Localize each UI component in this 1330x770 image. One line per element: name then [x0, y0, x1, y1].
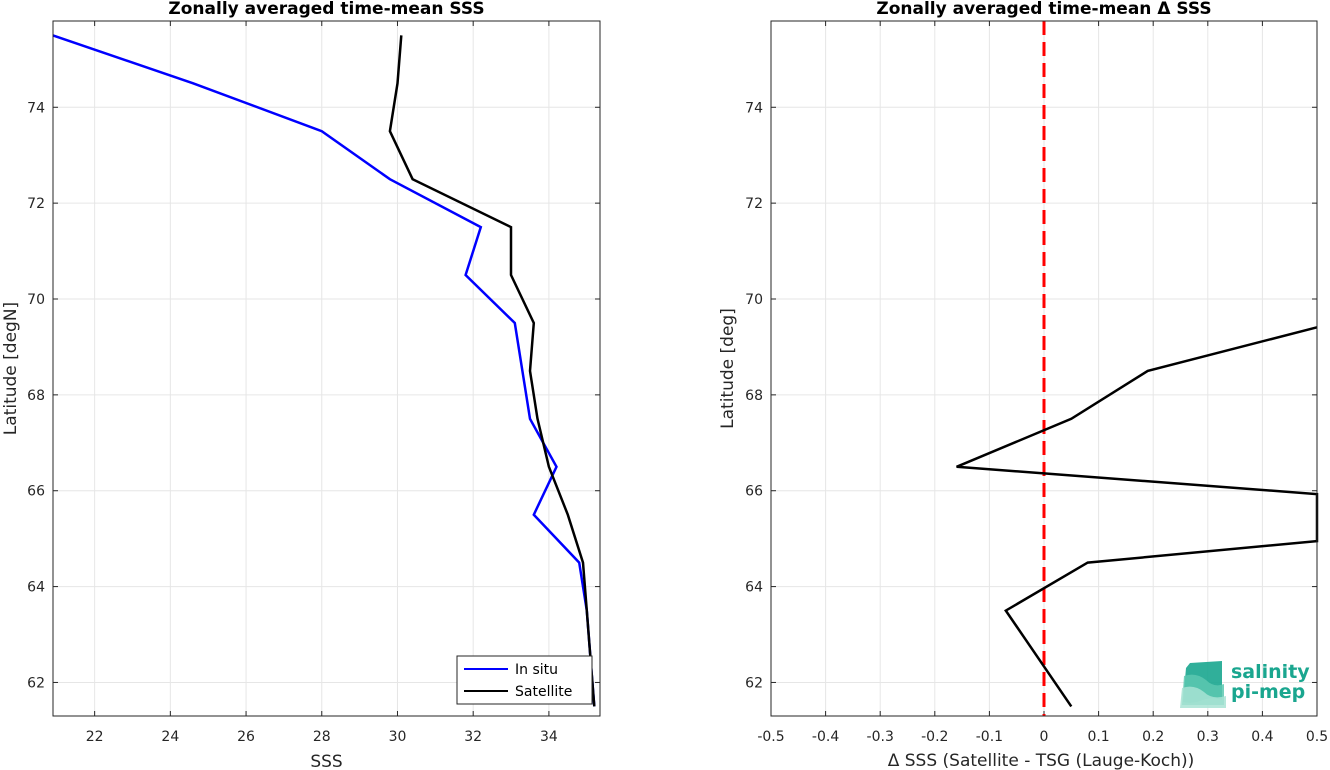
delta-x-tick-label: 0.1 [1087, 729, 1109, 745]
sss-x-axis-label: SSS [310, 752, 342, 770]
delta-x-tick-label: 0.2 [1142, 729, 1164, 745]
sss-ticks: 22 24 26 28 30 32 34 62 64 66 68 70 72 74 [27, 21, 600, 745]
sss-y-tick-label: 64 [27, 580, 45, 596]
delta-y-axis-label: Latitude [deg] [718, 308, 738, 429]
sss-x-tick-label: 26 [237, 729, 255, 745]
sss-x-tick-label: 32 [464, 729, 482, 745]
legend-label-in-situ: In situ [515, 662, 558, 678]
delta-y-tick-label: 72 [745, 196, 763, 212]
delta-x-tick-label: 0.4 [1251, 729, 1273, 745]
wave-logo-icon [1180, 661, 1226, 708]
sss-gridlines [53, 21, 600, 716]
delta-y-tick-label: 68 [745, 388, 763, 404]
delta-x-tick-label: -0.2 [921, 729, 948, 745]
logo-text-salinity: salinity [1231, 661, 1310, 683]
delta-y-tick-label: 66 [745, 484, 763, 500]
legend: In situ Satellite [456, 655, 593, 705]
delta-series [956, 21, 1319, 716]
sss-panel: 22 24 26 28 30 32 34 62 64 66 68 70 72 74 Zonally ave… [1, 0, 601, 770]
sss-y-tick-label: 74 [27, 100, 45, 116]
logo-text-pi-mep: pi-mep [1231, 681, 1305, 703]
legend-label-satellite: Satellite [515, 684, 572, 700]
sss-y-tick-label: 72 [27, 196, 45, 212]
delta-y-tick-label: 74 [745, 100, 763, 116]
delta-x-tick-label: -0.4 [812, 729, 839, 745]
delta-x-tick-label: 0 [1040, 729, 1049, 745]
delta-axes-frame [770, 20, 1318, 717]
sss-y-tick-label: 70 [27, 292, 45, 308]
delta-x-tick-label: -0.3 [867, 729, 894, 745]
sss-x-tick-label: 24 [161, 729, 179, 745]
salinity-pi-mep-logo: salinity pi-mep [1180, 661, 1310, 708]
sss-x-tick-label: 22 [86, 729, 104, 745]
sss-series-line-satellite [388, 35, 596, 707]
sss-y-axis-label: Latitude [degN] [1, 302, 21, 435]
sss-x-tick-label: 30 [389, 729, 407, 745]
delta-sss-panel: -0.5 -0.4 -0.3 -0.2 -0.1 0 0.1 0.2 0.3 0.4 0.5 62 64… [718, 0, 1328, 770]
delta-y-tick-label: 62 [745, 675, 763, 691]
delta-gridlines [770, 21, 1318, 716]
sss-y-tick-label: 62 [27, 675, 45, 691]
sss-x-tick-label: 34 [540, 729, 558, 745]
sss-y-tick-label: 66 [27, 484, 45, 500]
delta-x-tick-label: -0.5 [757, 729, 784, 745]
delta-x-tick-label: 0.3 [1197, 729, 1219, 745]
sss-axes-frame [52, 20, 601, 717]
delta-y-tick-label: 64 [745, 580, 763, 596]
delta-x-tick-label: 0.5 [1306, 729, 1328, 745]
delta-ticks: -0.5 -0.4 -0.3 -0.2 -0.1 0 0.1 0.2 0.3 0.4 0.5 62 64… [745, 21, 1328, 745]
sss-chart-title: Zonally averaged time-mean SSS [168, 0, 484, 19]
sss-y-tick-label: 68 [27, 388, 45, 404]
delta-series-line-delta [956, 326, 1319, 708]
delta-chart-title: Zonally averaged time-mean Δ SSS [876, 0, 1211, 19]
delta-y-tick-label: 70 [745, 292, 763, 308]
legend-box [456, 655, 593, 705]
sss-series-line-in-situ [52, 34, 596, 707]
sss-series [52, 34, 596, 707]
delta-x-tick-label: -0.1 [976, 729, 1003, 745]
delta-x-axis-label: Δ SSS (Satellite - TSG (Lauge-Koch)) [888, 751, 1195, 770]
sss-x-tick-label: 28 [313, 729, 331, 745]
